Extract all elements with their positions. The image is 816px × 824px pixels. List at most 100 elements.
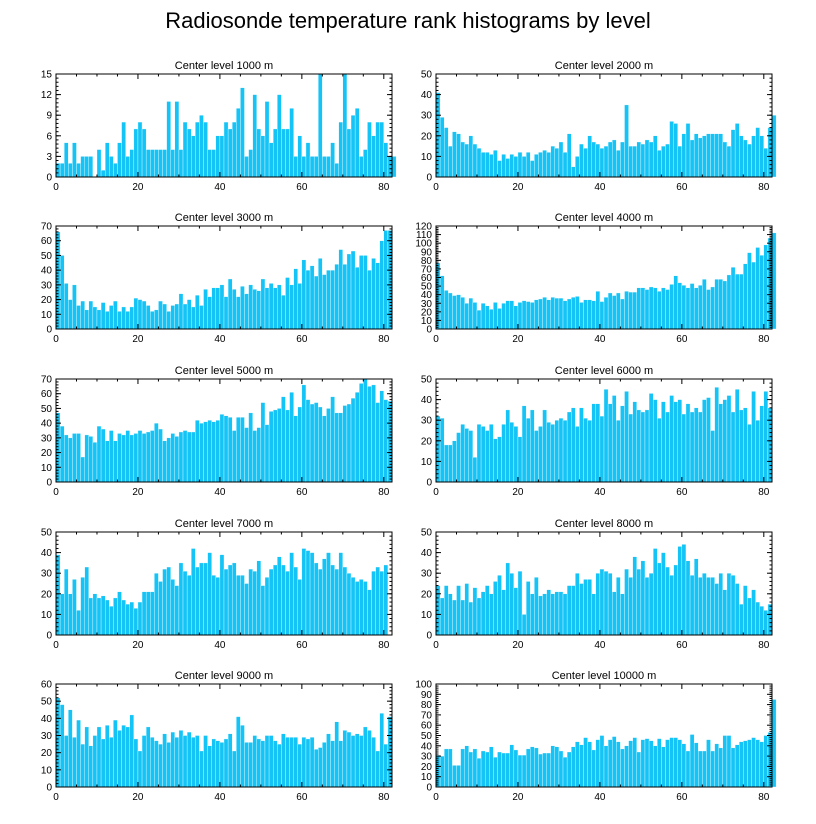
histogram-bar xyxy=(669,575,674,636)
histogram-bar xyxy=(150,149,155,178)
histogram-bar xyxy=(141,300,147,330)
y-tick-label: 0 xyxy=(426,325,432,336)
histogram-bar xyxy=(264,287,270,330)
histogram-bar xyxy=(698,285,703,330)
histogram-bar xyxy=(734,583,740,636)
y-tick-label: 0 xyxy=(426,173,432,184)
histogram-bar xyxy=(484,152,490,178)
histogram-bar xyxy=(439,117,445,178)
histogram-bar xyxy=(117,433,122,483)
histogram-bar xyxy=(129,149,135,178)
histogram-bar xyxy=(244,742,249,788)
histogram-bar xyxy=(141,128,147,178)
histogram-bar xyxy=(739,409,744,483)
y-tick-label: 20 xyxy=(41,295,53,306)
histogram-bar xyxy=(566,298,572,330)
histogram-bar xyxy=(501,752,506,788)
histogram-bar xyxy=(326,156,331,178)
histogram-bar xyxy=(371,384,376,483)
panel-2: Center level 2000 m 0 10 20 30 40 50 0 20 40 60 80 xyxy=(421,60,777,193)
histogram-bar xyxy=(359,255,364,330)
histogram-bar xyxy=(297,743,303,788)
histogram-bar xyxy=(624,745,629,788)
x-tick-label: 80 xyxy=(758,334,770,345)
histogram-bar xyxy=(472,748,478,788)
histogram-bar xyxy=(379,570,384,636)
histogram-bar xyxy=(264,577,270,636)
histogram-bar xyxy=(550,745,556,788)
histogram-bar xyxy=(125,311,130,330)
histogram-bar xyxy=(632,401,637,483)
y-tick-label: 40 xyxy=(41,419,53,430)
histogram-bar xyxy=(464,143,469,178)
plot-frame xyxy=(435,531,773,636)
histogram-bar xyxy=(166,437,171,483)
histogram-bar xyxy=(129,714,135,788)
histogram-bar xyxy=(211,287,216,330)
histogram-bar xyxy=(751,261,756,330)
histogram-bar xyxy=(191,306,196,330)
histogram-bar xyxy=(248,284,253,330)
histogram-bar xyxy=(575,741,580,788)
histogram-bar xyxy=(730,411,736,483)
histogram-bar xyxy=(698,137,703,178)
x-tick-label: 80 xyxy=(378,182,390,193)
histogram-bar xyxy=(272,287,278,330)
histogram-bar xyxy=(256,427,262,483)
histogram-bar xyxy=(616,150,621,178)
histogram-bar xyxy=(182,735,188,788)
histogram-bar xyxy=(260,278,266,330)
histogram-bar xyxy=(232,750,237,788)
histogram-bar xyxy=(264,735,270,788)
y-tick-label: 10 xyxy=(41,310,53,321)
histogram-bar xyxy=(476,147,482,178)
histogram-bar xyxy=(632,556,637,636)
histogram-bar xyxy=(718,133,724,178)
histogram-bar xyxy=(182,121,188,178)
histogram-bar xyxy=(607,739,613,788)
histogram-bar xyxy=(186,575,192,636)
y-tick-label: 10 xyxy=(41,610,53,621)
histogram-bar xyxy=(215,287,221,330)
histogram-bar xyxy=(591,593,596,636)
histogram-bar xyxy=(367,386,372,483)
histogram-bar xyxy=(285,737,290,788)
histogram-bar xyxy=(371,258,376,330)
histogram-bar xyxy=(305,142,311,178)
x-tick-label: 0 xyxy=(53,182,59,193)
histogram-bar xyxy=(203,562,208,636)
histogram-bar xyxy=(199,422,204,483)
histogram-bar xyxy=(203,289,208,330)
histogram-bar xyxy=(677,282,683,330)
y-tick-label: 50 xyxy=(421,731,433,742)
histogram-bar xyxy=(628,413,633,483)
histogram-bar xyxy=(546,752,551,788)
histogram-bar xyxy=(285,570,290,636)
histogram-bar xyxy=(281,733,286,788)
histogram-bar xyxy=(538,298,543,330)
y-tick-label: 50 xyxy=(41,528,53,539)
histogram-bar xyxy=(154,149,159,178)
y-tick-label: 20 xyxy=(421,307,433,318)
histogram-bar xyxy=(150,430,155,483)
plot-frame xyxy=(55,73,393,178)
x-tick-label: 40 xyxy=(214,182,226,193)
histogram-bar xyxy=(579,583,584,636)
y-tick-label: 30 xyxy=(421,569,433,580)
panel-1: Center level 1000 m 0 3 6 9 12 15 0 20 40 60 80 xyxy=(41,60,397,193)
histogram-bar xyxy=(763,735,769,788)
y-tick-label: 30 xyxy=(421,752,433,763)
histogram-bar xyxy=(342,730,348,788)
histogram-bar xyxy=(346,731,352,788)
y-tick-label: 10 xyxy=(421,316,433,327)
histogram-bar xyxy=(195,420,200,483)
histogram-bar xyxy=(644,409,650,483)
histogram-bar xyxy=(661,145,666,178)
histogram-bar xyxy=(371,135,376,178)
histogram-bar xyxy=(648,141,654,178)
histogram-bar xyxy=(113,440,118,483)
histogram-bar xyxy=(681,133,687,178)
histogram-bar xyxy=(599,415,605,483)
histogram-bar xyxy=(562,300,568,330)
histogram-bar xyxy=(743,585,748,636)
